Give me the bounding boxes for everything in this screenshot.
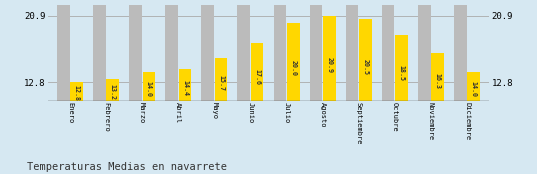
Text: 13.2: 13.2	[110, 84, 116, 100]
Text: 12.8: 12.8	[74, 85, 79, 101]
Bar	[323, 16, 336, 101]
Bar	[237, 0, 250, 101]
Bar	[165, 0, 178, 101]
Text: 18.5: 18.5	[398, 65, 404, 81]
Bar	[106, 79, 119, 101]
Text: 14.0: 14.0	[471, 81, 477, 97]
Bar	[359, 19, 372, 101]
Bar	[93, 0, 106, 101]
Text: 16.3: 16.3	[434, 73, 440, 89]
Bar	[57, 0, 70, 101]
Text: 15.7: 15.7	[218, 75, 224, 91]
Text: 17.6: 17.6	[254, 69, 260, 85]
Bar	[382, 0, 395, 101]
Bar	[70, 82, 83, 101]
Bar	[467, 72, 480, 101]
Bar	[273, 0, 286, 101]
Bar	[179, 69, 191, 101]
Bar	[310, 0, 322, 101]
Bar	[454, 0, 467, 101]
Bar	[251, 43, 264, 101]
Bar	[418, 0, 431, 101]
Text: 14.0: 14.0	[146, 81, 152, 97]
Bar	[201, 0, 214, 101]
Bar	[287, 23, 300, 101]
Text: 14.4: 14.4	[182, 80, 188, 96]
Bar	[142, 72, 155, 101]
Bar	[346, 0, 358, 101]
Text: 20.9: 20.9	[326, 57, 332, 73]
Bar	[431, 53, 444, 101]
Bar	[129, 0, 142, 101]
Text: 20.0: 20.0	[290, 60, 296, 76]
Text: 20.5: 20.5	[362, 59, 368, 75]
Text: Temperaturas Medias en navarrete: Temperaturas Medias en navarrete	[27, 162, 227, 172]
Bar	[395, 35, 408, 101]
Bar	[215, 58, 227, 101]
